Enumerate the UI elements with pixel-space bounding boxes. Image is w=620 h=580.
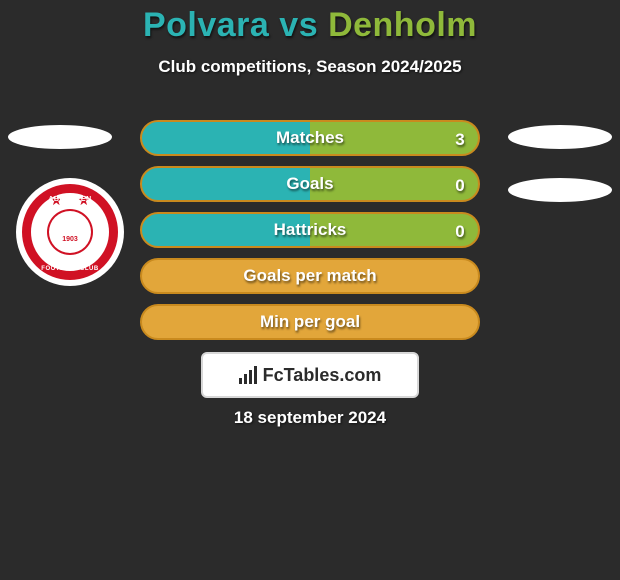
player1-club-crest: ★ ★ ABERDEEN 1903 FOOTBALL CLUB (16, 178, 124, 286)
stat-left-value (142, 214, 178, 250)
branding-box[interactable]: FcTables.com (201, 352, 419, 398)
stat-right-value: 0 (442, 214, 478, 250)
vs-label: vs (279, 6, 318, 44)
crest-inner-circle (47, 209, 93, 255)
player1-avatar-placeholder (8, 125, 112, 149)
stat-rows: Matches 3 Goals 0 Hattricks 0 Goals per match M… (140, 120, 480, 350)
stat-left-value (142, 122, 178, 158)
stat-right-value (442, 306, 478, 342)
player1-name: Polvara (143, 6, 269, 44)
stat-row: Hattricks 0 (140, 212, 480, 248)
crest-top-text: ABERDEEN (16, 196, 124, 203)
crest-year: 1903 (16, 236, 124, 243)
date-label: 18 september 2024 (0, 408, 620, 428)
player2-club-placeholder (508, 178, 612, 202)
stat-row: Matches 3 (140, 120, 480, 156)
stat-label: Goals (286, 174, 333, 194)
stat-row: Goals per match (140, 258, 480, 294)
stat-left-value (142, 306, 178, 342)
branding-text: FcTables.com (263, 365, 382, 386)
stat-label: Min per goal (260, 312, 360, 332)
stat-right-value: 0 (442, 168, 478, 204)
subtitle: Club competitions, Season 2024/2025 (0, 57, 620, 77)
bars-icon (239, 366, 257, 384)
stat-label: Hattricks (274, 220, 347, 240)
stat-left-value (142, 168, 178, 204)
stat-row: Goals 0 (140, 166, 480, 202)
stat-left-value (142, 260, 178, 296)
stat-right-value: 3 (442, 122, 478, 158)
stat-label: Goals per match (243, 266, 376, 286)
page-title: Polvara vs Denholm (0, 0, 620, 45)
player2-name: Denholm (328, 6, 477, 44)
player2-avatar-placeholder (508, 125, 612, 149)
stat-right-value (442, 260, 478, 296)
crest-bottom-text: FOOTBALL CLUB (16, 266, 124, 272)
stat-row: Min per goal (140, 304, 480, 340)
stat-label: Matches (276, 128, 344, 148)
